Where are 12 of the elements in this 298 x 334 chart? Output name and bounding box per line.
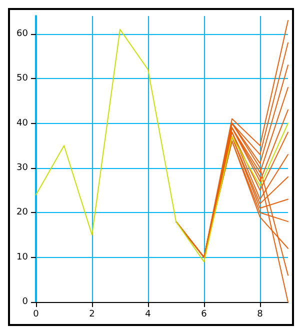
y-tick-label: 50 xyxy=(16,74,28,84)
y-tick-label: 0 xyxy=(22,297,28,307)
y-tick-label: 60 xyxy=(16,28,28,39)
y-tick-label: 10 xyxy=(16,252,28,262)
x-tick-label: 4 xyxy=(145,310,152,320)
y-tick-label: 30 xyxy=(16,162,28,173)
x-tick-label: 6 xyxy=(201,310,208,320)
x-tick-label: 8 xyxy=(257,310,264,320)
y-tick-label: 20 xyxy=(16,208,28,218)
x-tick-label: 0 xyxy=(33,310,40,320)
y-tick-label: 40 xyxy=(16,118,28,128)
x-tick-label: 2 xyxy=(89,310,95,320)
